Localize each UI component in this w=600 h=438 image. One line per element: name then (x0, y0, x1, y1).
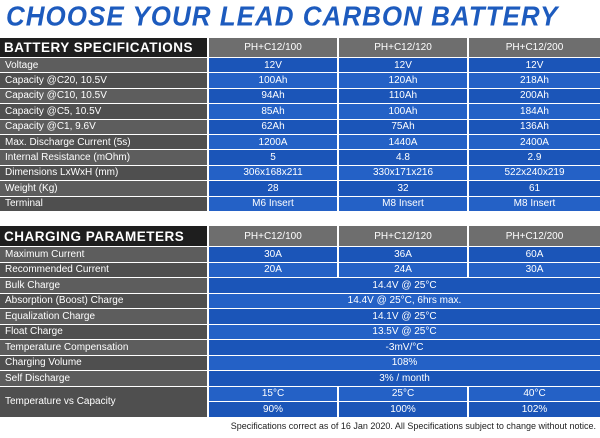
column-header: PH+C12/120 (339, 226, 467, 246)
value-cell: 90% (209, 402, 337, 417)
value-cell: 3% / month (209, 371, 600, 386)
value-cell: 75Ah (339, 119, 467, 134)
value-cell: 522x240x219 (469, 165, 600, 181)
value-cell: 40°C (469, 386, 600, 401)
row-label: Self Discharge (0, 371, 207, 386)
value-cell: 14.4V @ 25°C (209, 278, 600, 293)
value-cell: M8 Insert (339, 196, 467, 211)
value-cell: 2.9 (469, 150, 600, 165)
value-cell: 100% (339, 402, 467, 417)
value-cell: 100Ah (339, 104, 467, 119)
row-label: Capacity @C10, 10.5V (0, 88, 207, 104)
value-cell: 28 (209, 181, 337, 196)
value-cell: 218Ah (469, 73, 600, 88)
column-header: PH+C12/100 (209, 226, 337, 246)
value-cell: 13.5V @ 25°C (209, 324, 600, 339)
value-cell: 1440A (339, 135, 467, 150)
title: CHOOSE YOUR LEAD CARBON BATTERY (6, 0, 559, 32)
value-cell: 110Ah (339, 88, 467, 104)
row-label: Temperature Compensation (0, 340, 207, 355)
value-cell: 184Ah (469, 104, 600, 119)
value-cell: 25°C (339, 386, 467, 401)
row-label: Internal Resistance (mOhm) (0, 150, 207, 165)
row-label: Bulk Charge (0, 278, 207, 293)
value-cell: 12V (209, 58, 337, 73)
column-header: PH+C12/200 (469, 226, 600, 246)
value-cell: 30A (469, 262, 600, 277)
column-header: PH+C12/200 (469, 38, 600, 57)
row-label: Float Charge (0, 324, 207, 339)
value-cell: 85Ah (209, 104, 337, 119)
value-cell: 15°C (209, 386, 337, 401)
value-cell: 1200A (209, 135, 337, 150)
value-cell: 100Ah (209, 73, 337, 88)
row-label: Voltage (0, 58, 207, 73)
value-cell: 61 (469, 181, 600, 196)
value-cell: 62Ah (209, 119, 337, 134)
value-cell: 200Ah (469, 88, 600, 104)
row-label: Weight (Kg) (0, 181, 207, 196)
value-cell: 12V (339, 58, 467, 73)
value-cell: 30A (209, 247, 337, 262)
column-header: PH+C12/100 (209, 38, 337, 57)
value-cell: 306x168x211 (209, 165, 337, 181)
value-cell: 4.8 (339, 150, 467, 165)
column-header: PH+C12/120 (339, 38, 467, 57)
value-cell: 94Ah (209, 88, 337, 104)
value-cell: M6 Insert (209, 196, 337, 211)
value-cell: 136Ah (469, 119, 600, 134)
row-label: Equalization Charge (0, 309, 207, 324)
row-label: Temperature vs Capacity (0, 386, 207, 417)
value-cell: 60A (469, 247, 600, 262)
row-label: Terminal (0, 196, 207, 211)
value-cell: 102% (469, 402, 600, 417)
value-cell: 20A (209, 262, 337, 277)
section-heading: BATTERY SPECIFICATIONS (0, 38, 207, 57)
value-cell: 36A (339, 247, 467, 262)
row-label: Maximum Current (0, 247, 207, 262)
footnote: Specifications correct as of 16 Jan 2020… (230, 421, 596, 431)
value-cell: 120Ah (339, 73, 467, 88)
row-label: Charging Volume (0, 355, 207, 370)
value-cell: 108% (209, 355, 600, 370)
value-cell: 12V (469, 58, 600, 73)
row-label: Capacity @C1, 9.6V (0, 119, 207, 134)
row-label: Capacity @C5, 10.5V (0, 104, 207, 119)
value-cell: 32 (339, 181, 467, 196)
row-label: Max. Discharge Current (5s) (0, 135, 207, 150)
value-cell: 14.1V @ 25°C (209, 309, 600, 324)
row-label: Absorption (Boost) Charge (0, 293, 207, 308)
value-cell: M8 Insert (469, 196, 600, 211)
value-cell: 330x171x216 (339, 165, 467, 181)
value-cell: 24A (339, 262, 467, 277)
section-heading: CHARGING PARAMETERS (0, 226, 207, 246)
value-cell: 5 (209, 150, 337, 165)
value-cell: -3mV/°C (209, 340, 600, 355)
row-label: Capacity @C20, 10.5V (0, 73, 207, 88)
row-label: Recommended Current (0, 262, 207, 277)
value-cell: 14.4V @ 25°C, 6hrs max. (209, 293, 600, 308)
row-label: Dimensions LxWxH (mm) (0, 165, 207, 181)
value-cell: 2400A (469, 135, 600, 150)
